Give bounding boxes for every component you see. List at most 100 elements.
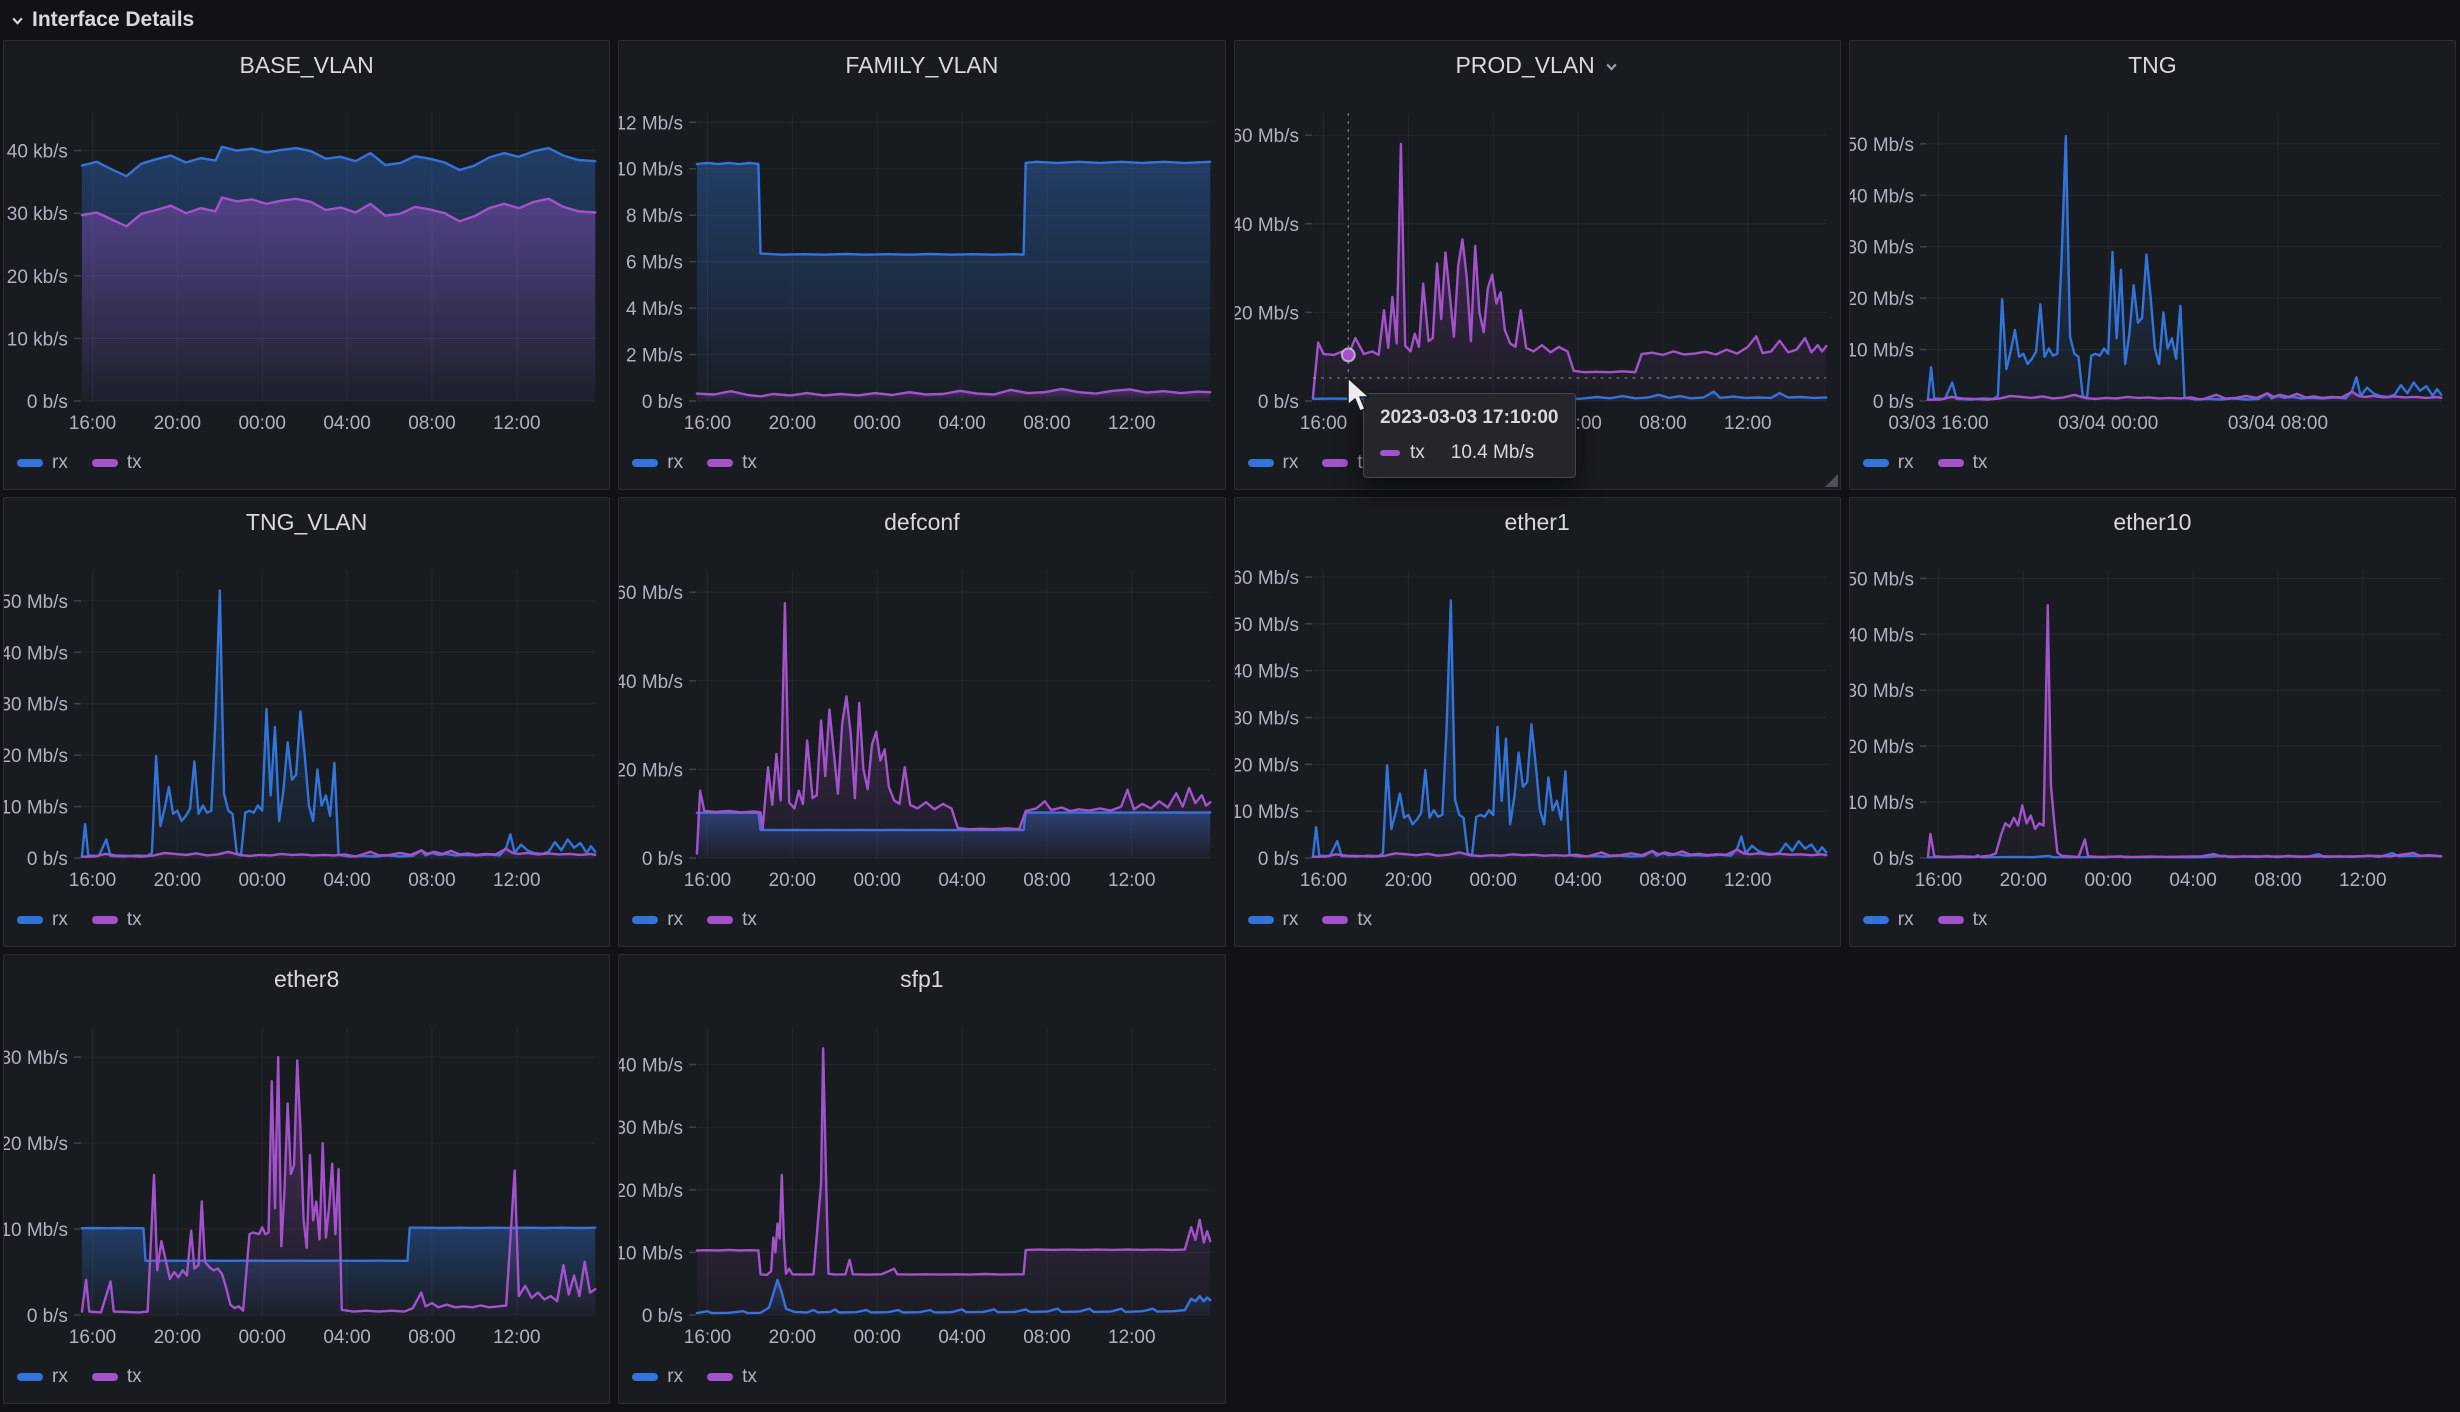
legend-item-tx[interactable]: tx (91, 452, 142, 474)
x-axis-label: 04:00 (323, 413, 370, 434)
legend-item-rx[interactable]: rx (17, 909, 68, 931)
y-axis-label: 40 Mb/s (619, 672, 683, 693)
panel-chart[interactable]: 0 b/s 10 Mb/s 20 Mb/s 30 Mb/s 40 Mb/s 50 Mb/s… (1850, 89, 2455, 441)
panel-chart[interactable]: 0 b/s 10 Mb/s 20 Mb/s 30 Mb/s 40 Mb/s 50 Mb/s… (1235, 546, 1840, 898)
panel-header[interactable]: TNG_VLAN (4, 498, 609, 546)
legend-swatch-rx (1247, 916, 1274, 924)
series-area-tx (697, 603, 1211, 858)
legend-item-rx[interactable]: rx (1247, 909, 1298, 931)
y-axis-label: 40 Mb/s (1235, 662, 1299, 683)
dashboard-grid: BASE_VLAN 0 b/s 10 kb/s 20 kb/s 30 kb/s 40 kb… (0, 40, 2460, 1404)
y-axis-label: 20 Mb/s (4, 746, 68, 767)
y-axis-label: 8 Mb/s (626, 206, 683, 227)
y-axis-label: 4 Mb/s (626, 299, 683, 320)
series-line-tx (80, 847, 597, 858)
legend-label-tx: tx (126, 452, 142, 473)
legend-item-rx[interactable]: rx (1247, 452, 1299, 474)
y-axis-label: 20 Mb/s (1235, 755, 1299, 776)
legend-swatch-rx (17, 1373, 43, 1381)
y-axis-label: 50 Mb/s (1235, 615, 1299, 636)
panel-title: ether10 (2113, 508, 2192, 535)
tooltip-timestamp: 2023-03-03 17:10:00 (1379, 407, 1559, 428)
series-area-tx (1927, 605, 2442, 858)
panel-chart[interactable]: 0 b/s20 Mb/s40 Mb/s60 Mb/s16:0020:0000:0… (1235, 89, 1840, 441)
legend-item-rx[interactable]: rx (17, 452, 68, 474)
panel-header[interactable]: sfp1 (619, 955, 1224, 1003)
legend-item-tx[interactable]: tx (707, 1366, 757, 1388)
legend-item-tx[interactable]: tx (1322, 909, 1372, 931)
panel-chart[interactable]: 0 b/s 2 Mb/s 4 Mb/s 6 Mb/s 8 Mb/s 10 Mb/s 12 M… (619, 89, 1224, 441)
y-axis-label: 60 Mb/s (619, 583, 683, 604)
legend-swatch-tx (91, 459, 118, 467)
legend-swatch-rx (1862, 459, 1889, 467)
legend-item-tx[interactable]: tx (1937, 909, 1987, 931)
y-axis-label: 0 b/s (642, 1306, 683, 1327)
y-axis-label: 0 b/s (642, 849, 683, 870)
legend-item-rx[interactable]: rx (632, 909, 683, 931)
x-axis-label: 16:00 (69, 870, 116, 891)
legend-swatch-tx (707, 916, 734, 924)
y-axis-label: 60 Mb/s (1235, 126, 1299, 147)
panel-header[interactable]: PROD_VLAN (1235, 41, 1840, 89)
panel-header[interactable]: BASE_VLAN (4, 41, 609, 89)
legend-item-tx[interactable]: tx (91, 909, 142, 931)
y-axis-label: 30 Mb/s (4, 695, 68, 716)
legend-swatch-rx (1862, 916, 1889, 924)
panel-header[interactable]: ether10 (1850, 498, 2455, 546)
y-axis-label: 0 b/s (1873, 392, 1914, 413)
y-axis-label: 20 Mb/s (619, 1181, 683, 1202)
x-axis-label: 16:00 (1915, 870, 1962, 891)
legend-label-rx: rx (1897, 909, 1914, 930)
x-axis-label: 12:00 (493, 1327, 540, 1348)
panel-header[interactable]: defconf (619, 498, 1224, 546)
legend-label-rx: rx (1897, 452, 1914, 473)
y-axis-label: 0 b/s (1257, 392, 1298, 413)
series-line-rx (1926, 134, 2443, 401)
y-axis-label: 40 kb/s (7, 142, 68, 163)
panel-header[interactable]: TNG (1850, 41, 2455, 89)
panel-header[interactable]: FAMILY_VLAN (619, 41, 1224, 89)
y-axis-label: 30 Mb/s (619, 1118, 683, 1139)
panel-chart[interactable]: 0 b/s 10 Mb/s 20 Mb/s 30 Mb/s 40 Mb/s 50 Mb/s… (1850, 546, 2455, 898)
panel-header[interactable]: ether8 (4, 955, 609, 1003)
legend-item-tx[interactable]: tx (707, 452, 757, 474)
tooltip-series-value: 10.4 Mb/s (1450, 442, 1535, 463)
y-axis-label: 40 Mb/s (1850, 186, 1914, 207)
x-axis-label: 08:00 (408, 413, 455, 434)
legend-item-rx[interactable]: rx (1862, 452, 1914, 474)
panel-title: ether1 (1504, 508, 1570, 535)
x-axis-label: 08:00 (1023, 1327, 1070, 1348)
series-line-rx (695, 160, 1212, 256)
legend-item-rx[interactable]: rx (632, 1366, 683, 1388)
x-axis-label: 20:00 (769, 1327, 816, 1348)
legend-item-rx[interactable]: rx (1862, 909, 1914, 931)
legend-swatch-rx (17, 916, 43, 924)
x-axis-label: 04:00 (939, 413, 986, 434)
panel-menu-caret-icon[interactable] (1604, 59, 1619, 74)
panel-chart[interactable]: 0 b/s 10 Mb/s 20 Mb/s 30 Mb/s 16:00 20:00 00:0… (4, 1003, 609, 1355)
legend-item-tx[interactable]: tx (1937, 452, 1987, 474)
y-axis-label: 30 Mb/s (1850, 238, 1914, 259)
series-area-tx (697, 1048, 1211, 1315)
legend-swatch-rx (632, 916, 659, 924)
panel-chart[interactable]: 0 b/s 10 Mb/s 20 Mb/s 30 Mb/s 40 Mb/s 50 Mb/s… (4, 546, 609, 898)
legend-item-tx[interactable]: tx (91, 1366, 142, 1388)
panel-legend: rx tx (1850, 441, 2455, 485)
chart-tooltip: 2023-03-03 17:10:00 tx 10.4 Mb/s (1362, 393, 1576, 478)
panel-header[interactable]: ether1 (1235, 498, 1840, 546)
legend-item-rx[interactable]: rx (17, 1366, 68, 1388)
hover-point-marker (1340, 347, 1356, 363)
y-axis-label: 0 b/s (1257, 849, 1298, 870)
panel-resize-handle[interactable] (1824, 474, 1838, 487)
row-header[interactable]: Interface Details (0, 0, 2460, 40)
panel-chart[interactable]: 0 b/s 10 Mb/s 20 Mb/s 30 Mb/s 40 Mb/s 16:00 20… (619, 1003, 1224, 1355)
legend-label-rx: rx (1282, 452, 1299, 473)
legend-swatch-tx (1937, 916, 1964, 924)
panel-chart[interactable]: 0 b/s 10 kb/s 20 kb/s 30 kb/s 40 kb/s 16:00 20… (4, 89, 609, 441)
legend-item-rx[interactable]: rx (632, 452, 683, 474)
y-axis-label: 10 Mb/s (4, 798, 68, 819)
y-axis-label: 40 Mb/s (1850, 625, 1914, 646)
series-line-tx (1311, 142, 1827, 399)
legend-item-tx[interactable]: tx (707, 909, 757, 931)
